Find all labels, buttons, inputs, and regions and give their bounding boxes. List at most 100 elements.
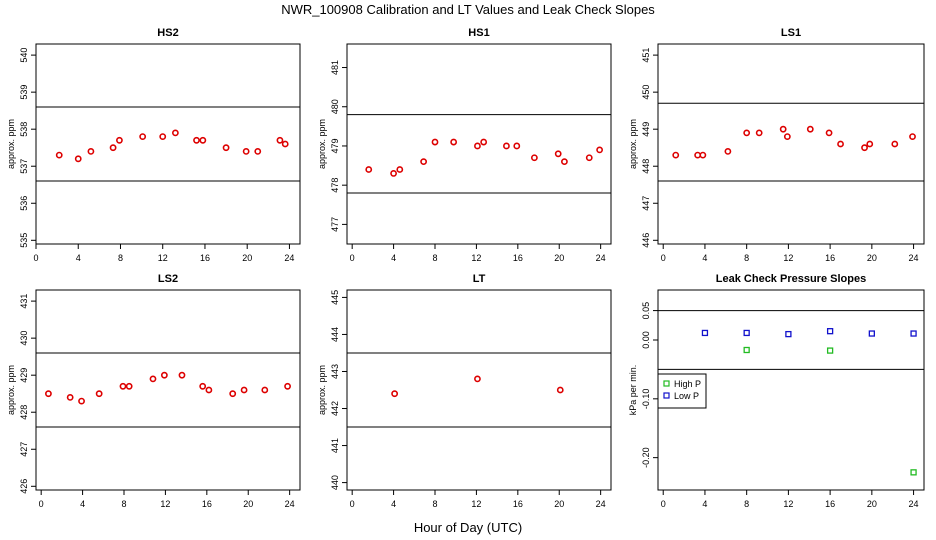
x-tick-label: 12 [471, 253, 481, 263]
x-tick-label: 20 [243, 499, 253, 509]
x-tick-label: 24 [284, 253, 294, 263]
data-point [261, 386, 269, 394]
x-tick-label: 24 [909, 253, 919, 263]
y-tick-label: 444 [330, 327, 340, 342]
plot-frame [35, 43, 301, 245]
y-tick-label: 480 [330, 99, 340, 114]
chart-title: LS1 [781, 27, 801, 39]
x-tick-label: 8 [432, 253, 437, 263]
data-point [95, 390, 103, 398]
legend-label: Low P [674, 391, 699, 401]
x-tick-label: 12 [783, 499, 793, 509]
y-tick-label: 440 [330, 475, 340, 490]
data-point [861, 144, 868, 152]
y-tick-label: 443 [330, 364, 340, 379]
data-point [910, 330, 917, 337]
x-tick-label: 12 [158, 253, 168, 263]
y-tick-label: 481 [330, 60, 340, 75]
data-point [45, 390, 52, 398]
data-point [420, 158, 428, 166]
data-point [178, 371, 186, 379]
data-point [284, 382, 291, 390]
y-axis-label: kPa per min. [628, 365, 638, 416]
data-point [365, 166, 373, 173]
data-point [171, 129, 179, 137]
y-tick-label: 479 [330, 138, 340, 153]
y-tick-label: 450 [641, 85, 651, 100]
x-tick-label: 8 [744, 253, 749, 263]
x-tick-label: 12 [783, 253, 793, 263]
data-point [474, 375, 481, 383]
y-axis-label: approx. ppm [628, 119, 638, 169]
data-point [554, 150, 562, 158]
data-point [139, 133, 147, 140]
data-point [743, 329, 750, 337]
y-tick-label: 442 [330, 401, 340, 416]
data-point [222, 144, 230, 152]
x-tick-label: 4 [391, 499, 396, 509]
data-point [826, 347, 834, 354]
data-point [837, 140, 844, 148]
data-point [55, 151, 63, 159]
data-point [825, 129, 833, 137]
y-tick-label: -0.20 [641, 447, 651, 468]
y-tick-label: 449 [641, 122, 651, 137]
y-tick-label: 447 [641, 196, 651, 211]
y-tick-label: 536 [19, 196, 29, 211]
plot-frame [346, 289, 612, 491]
chart-panel-1: HS1 0 4 8 12 16 20 24 477 478 479 480 481 approx. ppm [317, 27, 612, 263]
data-point [390, 170, 397, 177]
data-point [480, 138, 488, 146]
x-tick-label: 4 [702, 499, 707, 509]
data-point [724, 148, 732, 155]
x-tick-label: 0 [661, 499, 666, 509]
data-point [276, 136, 284, 144]
data-point [909, 133, 916, 140]
y-tick-label: 477 [330, 217, 340, 232]
y-tick-label: 441 [330, 438, 340, 453]
data-point [672, 151, 680, 159]
x-tick-label: 0 [661, 253, 666, 263]
data-point [242, 148, 250, 155]
data-point [556, 386, 564, 394]
legend-marker [663, 380, 670, 387]
data-point [125, 382, 133, 390]
y-axis-label: approx. ppm [6, 119, 16, 169]
y-tick-label: 448 [641, 159, 651, 174]
data-point [474, 142, 481, 150]
data-point [193, 136, 200, 144]
y-tick-label: 540 [19, 48, 29, 63]
x-tick-label: 20 [554, 499, 564, 509]
data-point [503, 142, 510, 150]
data-point [109, 144, 117, 152]
y-tick-label: 445 [330, 290, 340, 305]
x-tick-label: 8 [121, 499, 126, 509]
data-point [229, 390, 237, 398]
data-point [783, 133, 791, 140]
data-point [74, 155, 82, 163]
x-tick-label: 24 [596, 499, 606, 509]
data-point [701, 329, 709, 337]
legend-marker [663, 392, 670, 399]
x-tick-label: 24 [596, 253, 606, 263]
chart-title: HS1 [468, 27, 489, 39]
data-point [779, 125, 787, 133]
data-point [254, 148, 262, 155]
data-point [159, 133, 167, 140]
x-tick-label: 16 [200, 253, 210, 263]
panels: HS2 0 4 8 12 16 20 24 535 536 537 538 539 540 approx. … [6, 27, 925, 509]
y-tick-label: 0.05 [641, 302, 651, 320]
x-tick-label: 8 [432, 499, 437, 509]
x-tick-label: 16 [513, 253, 523, 263]
chart-title: LS2 [158, 273, 178, 285]
y-tick-label: 538 [19, 122, 29, 137]
x-tick-label: 20 [554, 253, 564, 263]
data-point [450, 138, 458, 146]
plot-frame [346, 43, 612, 245]
figure-title: NWR_100908 Calibration and LT Values and… [281, 2, 655, 17]
chart-panel-3: LS2 0 4 8 12 16 20 24 426 427 428 429 430 431 approx. … [6, 273, 301, 509]
data-point [868, 330, 875, 337]
legend-box [657, 373, 707, 409]
y-tick-label: 428 [19, 405, 29, 420]
data-point [281, 140, 289, 148]
